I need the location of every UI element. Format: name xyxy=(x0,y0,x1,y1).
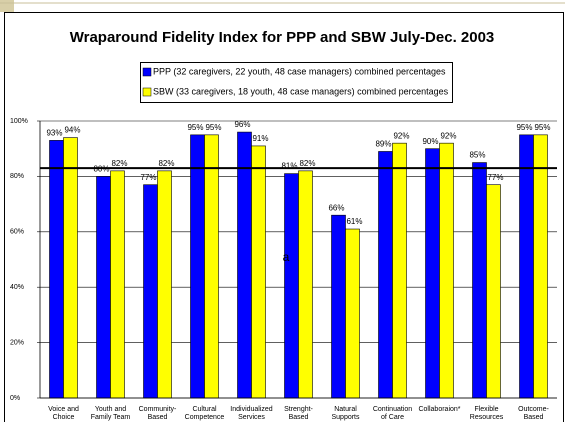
bar xyxy=(486,184,501,399)
bar xyxy=(110,170,125,399)
bar xyxy=(237,131,252,399)
data-label: 95% xyxy=(516,123,532,132)
data-label: 96% xyxy=(234,120,250,129)
data-label: 89% xyxy=(375,140,391,149)
data-label: 91% xyxy=(252,134,268,143)
y-tick-label: 40% xyxy=(10,284,24,291)
y-tick-label: 80% xyxy=(10,173,24,180)
data-label: 82% xyxy=(158,159,174,168)
x-tick-label: Collaboraion* xyxy=(418,406,461,413)
data-label: 95% xyxy=(534,123,550,132)
legend-box xyxy=(140,62,453,103)
bar xyxy=(96,176,111,399)
chart-title: Wraparound Fidelity Index for PPP and SB… xyxy=(70,29,495,46)
data-label: 92% xyxy=(440,131,456,140)
bar xyxy=(392,142,407,399)
data-label: 95% xyxy=(205,123,221,132)
x-tick-label: Flexible Resources and Funding xyxy=(469,406,504,421)
data-label: 90% xyxy=(422,137,438,146)
bar xyxy=(49,140,64,399)
slide-accent xyxy=(0,0,14,12)
bar xyxy=(251,145,266,399)
bar xyxy=(345,228,360,399)
data-label: 82% xyxy=(299,159,315,168)
data-label: 82% xyxy=(111,159,127,168)
bar xyxy=(63,137,78,399)
x-tick-label: Voice and Choice xyxy=(48,406,79,421)
data-label: 77% xyxy=(140,173,156,182)
data-label: 92% xyxy=(393,131,409,140)
x-tick-label: Strenght-Based xyxy=(284,406,313,421)
y-tick-label: 100% xyxy=(10,118,28,125)
x-tick-label: Community-Based xyxy=(138,406,177,421)
bar xyxy=(143,184,158,399)
data-label: 61% xyxy=(346,217,362,226)
data-label: 95% xyxy=(187,123,203,132)
x-tick-label: Individualized Services xyxy=(230,406,273,421)
bar xyxy=(472,162,487,399)
data-label: 81% xyxy=(281,162,297,171)
data-label: 77% xyxy=(487,173,503,182)
bar xyxy=(204,134,219,399)
data-label: 93% xyxy=(46,128,62,137)
y-tick-label: 0% xyxy=(10,395,20,402)
x-tick-label: Youth and Family Team xyxy=(90,406,131,421)
x-tick-label: Cultural Competence xyxy=(184,406,225,421)
bar xyxy=(519,134,534,399)
bar xyxy=(378,151,393,399)
bar xyxy=(190,134,205,399)
y-tick-label: 20% xyxy=(10,339,24,346)
legend-label: PPP (32 caregivers, 22 youth, 48 case ma… xyxy=(153,66,446,76)
legend-label: SBW (33 caregivers, 18 youth, 48 case ma… xyxy=(153,86,449,96)
annotation: a xyxy=(283,250,290,264)
x-tick-label: Outcome-Based xyxy=(518,406,549,421)
bar xyxy=(425,148,440,399)
bar xyxy=(439,142,454,399)
bar xyxy=(157,170,172,399)
x-tick-label: Natural Supports xyxy=(331,406,360,421)
bar xyxy=(298,170,313,399)
data-label: 85% xyxy=(469,151,485,160)
bar xyxy=(284,173,299,399)
bar xyxy=(331,214,346,399)
legend-swatch xyxy=(142,87,152,97)
y-tick-label: 60% xyxy=(10,229,24,236)
data-label: 66% xyxy=(328,203,344,212)
bar xyxy=(533,134,548,399)
data-label: 94% xyxy=(64,126,80,135)
legend-swatch xyxy=(142,67,152,77)
x-tick-label: Continuation of Care xyxy=(372,406,413,421)
